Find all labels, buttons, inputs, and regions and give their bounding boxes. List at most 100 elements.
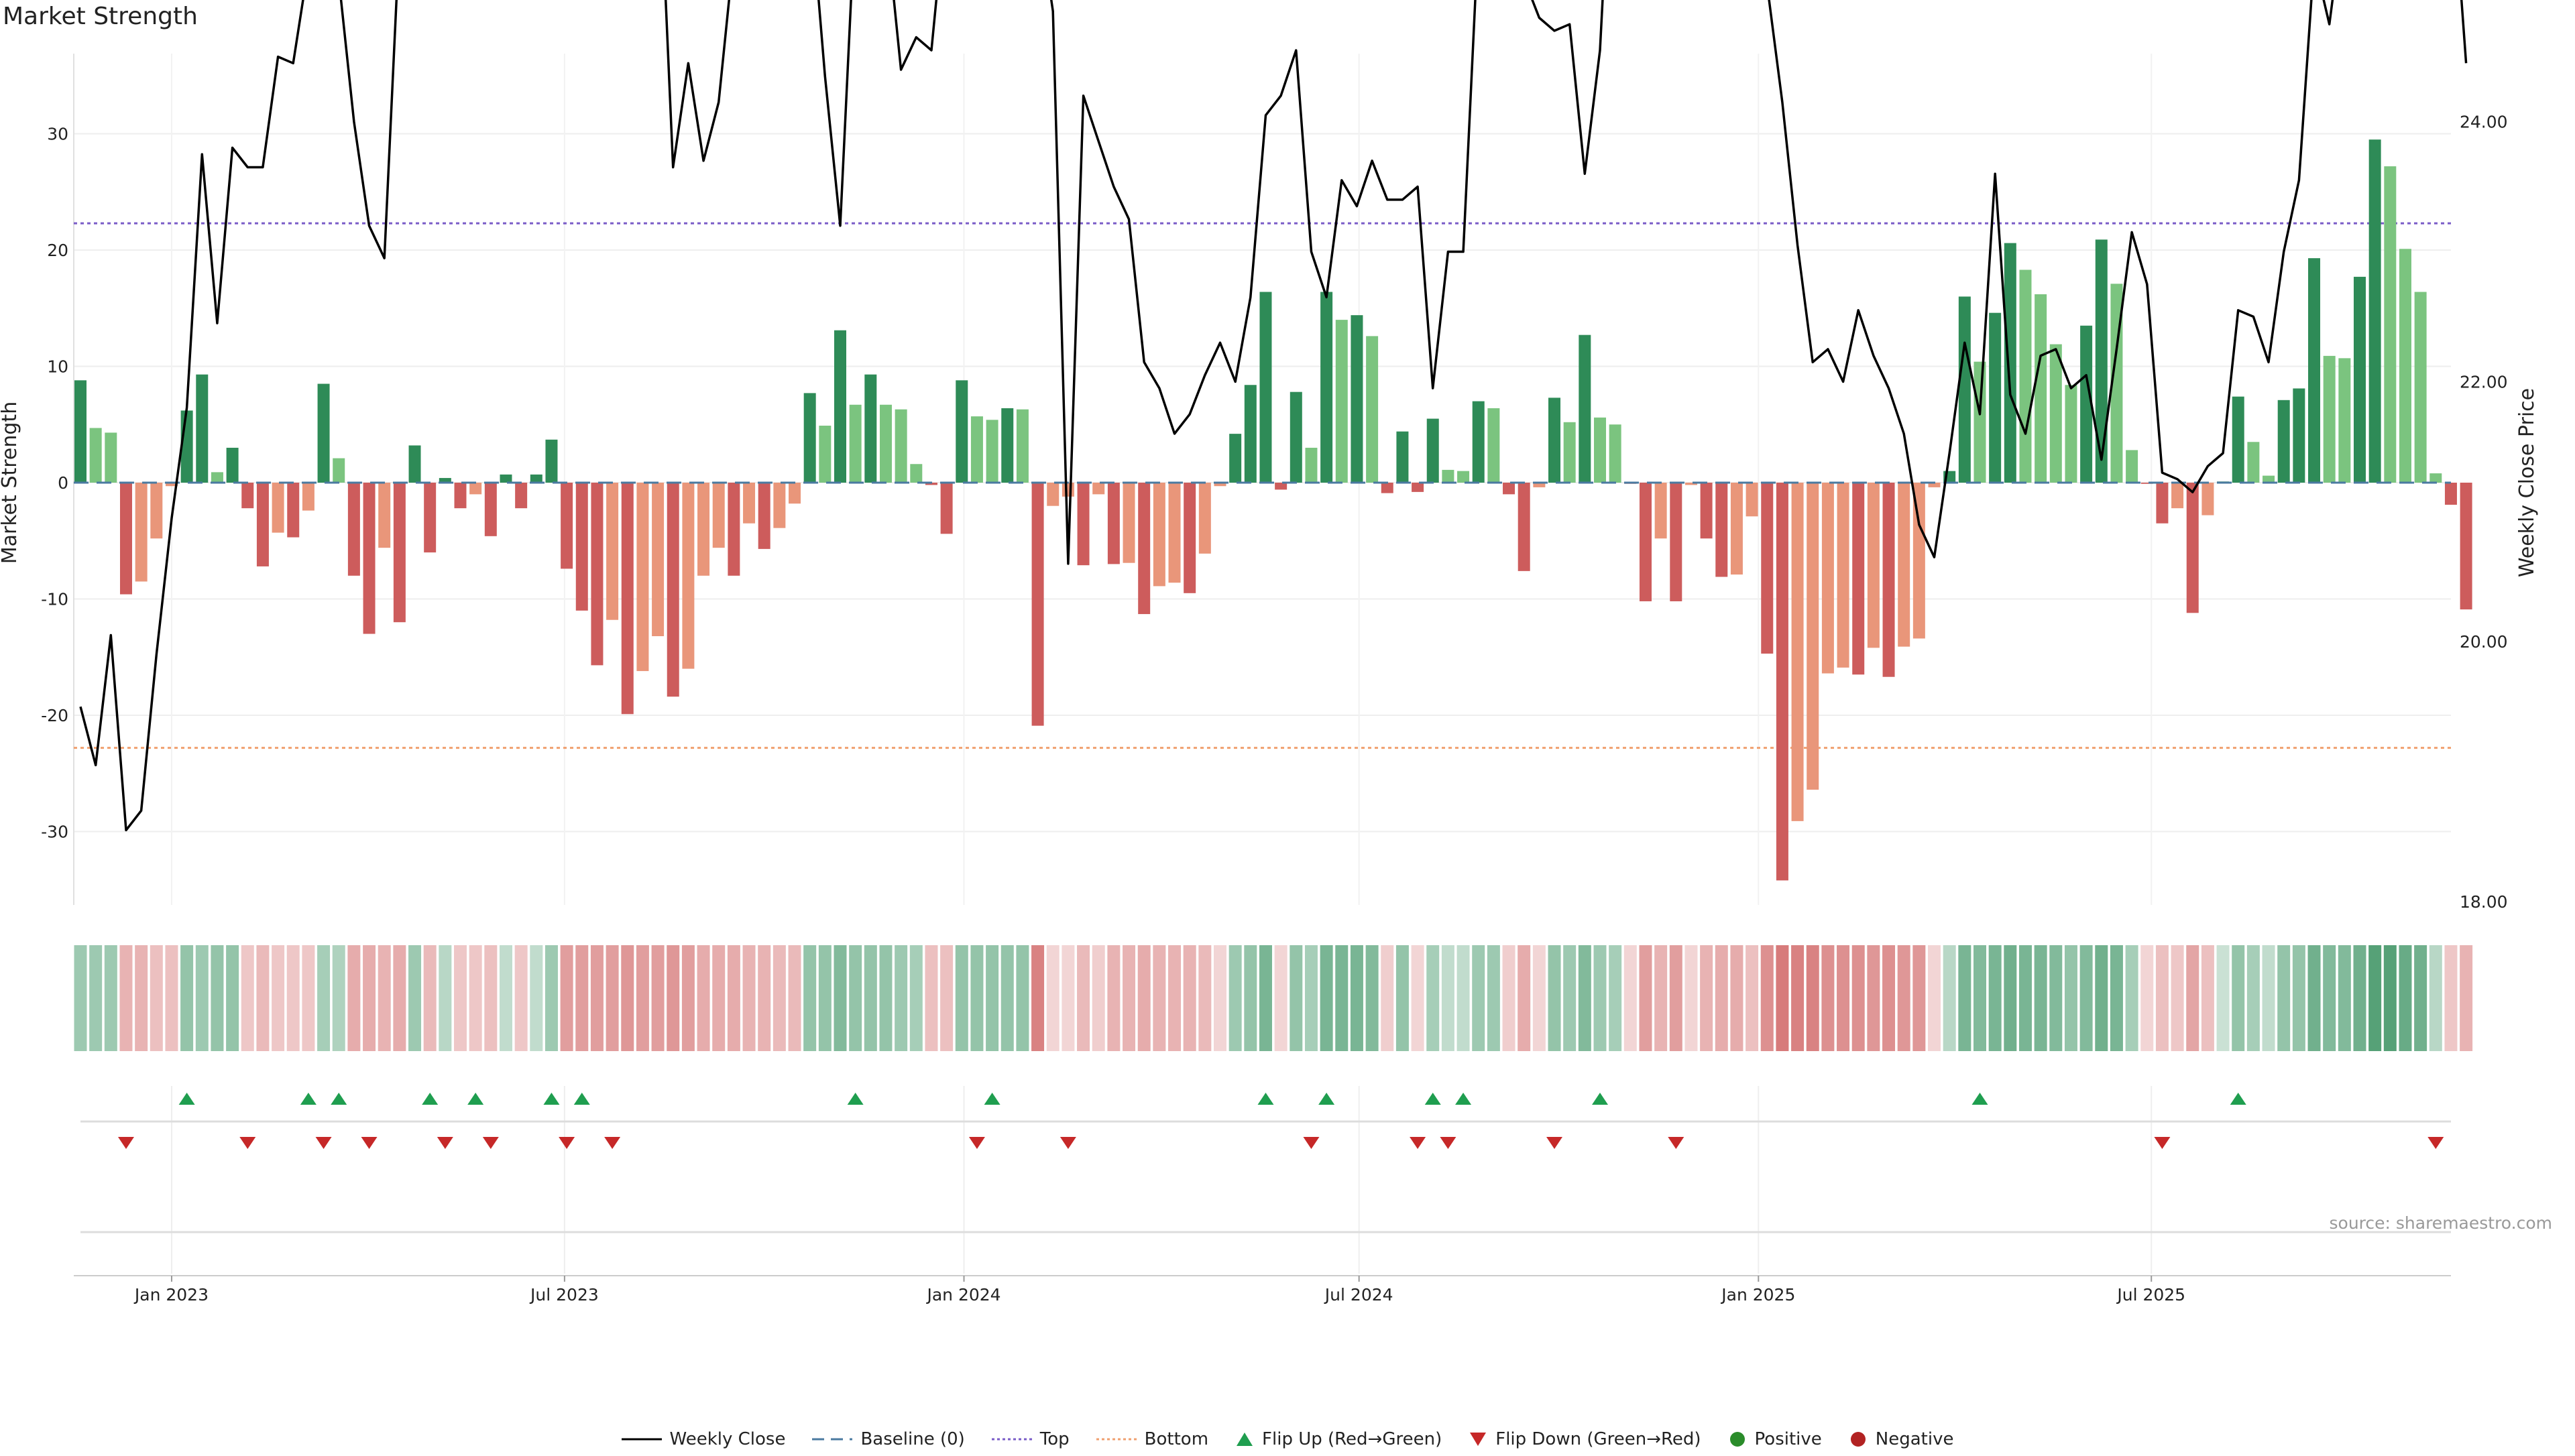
flip-up-marker <box>984 1093 1000 1105</box>
strength-bar <box>773 483 786 528</box>
legend-bottom-label: Bottom <box>1144 1429 1209 1449</box>
flip-down-marker <box>315 1137 332 1149</box>
strength-bar <box>1639 483 1652 601</box>
strength-bar <box>1123 483 1135 563</box>
heat-cell <box>1153 945 1166 1051</box>
heat-cell <box>667 945 680 1051</box>
legend-flip-up: Flip Up (Red→Green) <box>1235 1429 1442 1449</box>
heat-cell <box>742 945 756 1051</box>
strength-bar <box>1442 469 1454 483</box>
strength-bar <box>1426 418 1439 483</box>
heat-cell <box>347 945 361 1051</box>
heat-cell <box>1928 945 1941 1051</box>
strength-bar <box>1016 409 1029 483</box>
strength-bar <box>2080 325 2093 483</box>
strength-bar <box>1138 483 1151 615</box>
legend-line-swatch <box>621 1438 662 1441</box>
strength-bar <box>347 483 360 576</box>
heat-cell <box>2201 945 2214 1051</box>
heat-cell <box>864 945 877 1051</box>
heat-cell <box>484 945 498 1051</box>
y2-tick-label: 24.00 <box>2460 113 2508 132</box>
flip-down-marker <box>117 1137 134 1149</box>
heat-cell <box>1837 945 1850 1051</box>
strength-bar <box>1761 483 1774 654</box>
heat-cell <box>2368 945 2382 1051</box>
heat-cell <box>1715 945 1728 1051</box>
strength-bar <box>1928 483 1941 487</box>
strength-bar <box>591 483 604 666</box>
legend-bottom-swatch <box>1096 1438 1137 1441</box>
flip-up-marker <box>331 1093 347 1105</box>
heat-cell <box>2429 945 2442 1051</box>
strength-bar <box>2277 400 2290 483</box>
heat-cell <box>302 945 315 1051</box>
heat-cell <box>1274 945 1288 1051</box>
heat-cell <box>1244 945 1257 1051</box>
strength-bar <box>2232 396 2244 483</box>
flip-up-marker <box>422 1093 439 1105</box>
strength-bar <box>970 416 983 483</box>
x-tick-label: Jul 2024 <box>1324 1285 1393 1305</box>
strength-bar <box>135 483 148 582</box>
heat-cell <box>879 945 893 1051</box>
heat-cell <box>2064 945 2077 1051</box>
strength-bar <box>1882 483 1895 677</box>
strength-bar <box>1244 385 1257 483</box>
strength-bar <box>500 474 512 483</box>
legend-flip-up-label: Flip Up (Red→Green) <box>1262 1429 1442 1449</box>
heat-cell <box>332 945 345 1051</box>
y-tick-label: 10 <box>47 357 68 377</box>
heat-cell <box>590 945 604 1051</box>
legend-positive: Positive <box>1728 1429 1822 1449</box>
legend-negative-label: Negative <box>1875 1429 1954 1449</box>
heat-cell <box>1532 945 1546 1051</box>
strength-bar <box>1958 296 1971 483</box>
heat-cell <box>818 945 832 1051</box>
heat-cell <box>1062 945 1075 1051</box>
strength-bar <box>864 374 877 483</box>
y2-tick-label: 20.00 <box>2460 632 2508 652</box>
strength-bar <box>956 380 968 483</box>
strength-bar <box>636 483 649 672</box>
heat-cell <box>150 945 163 1051</box>
strength-bar <box>986 420 998 483</box>
heat-cell <box>940 945 954 1051</box>
strength-bar <box>667 483 679 697</box>
strength-bar <box>1837 483 1849 668</box>
y-tick-label: -30 <box>41 823 68 842</box>
heat-cell <box>1381 945 1394 1051</box>
heat-cell <box>1000 945 1014 1051</box>
strength-bar <box>1579 335 1591 483</box>
strength-bar <box>1852 483 1865 675</box>
flip-down-marker <box>1303 1137 1320 1149</box>
strength-bar <box>1229 434 1242 483</box>
strength-bar <box>606 483 619 620</box>
strength-bar <box>1092 483 1105 495</box>
heat-cell <box>1806 945 1819 1051</box>
strength-bar <box>2186 483 2199 613</box>
flip-up-marker <box>467 1093 484 1105</box>
heat-cell <box>1228 945 1242 1051</box>
flip-up-marker <box>2230 1093 2246 1105</box>
heat-cell <box>2460 945 2473 1051</box>
heat-cell <box>2125 945 2138 1051</box>
strength-bar <box>1503 483 1515 495</box>
strength-bar <box>2399 249 2411 483</box>
heat-cell <box>1821 945 1835 1051</box>
heat-cell <box>2171 945 2184 1051</box>
heat-cell <box>180 945 194 1051</box>
heat-cell <box>2049 945 2063 1051</box>
heat-cell <box>651 945 665 1051</box>
flip-down-marker <box>604 1137 621 1149</box>
strength-bar <box>2293 388 2305 483</box>
heat-cell <box>772 945 786 1051</box>
flip-down-marker <box>2427 1137 2444 1149</box>
heat-cell <box>1031 945 1045 1051</box>
strength-bar <box>393 483 406 623</box>
strength-bar <box>1746 483 1758 517</box>
heat-cell <box>104 945 117 1051</box>
heat-cell <box>165 945 178 1051</box>
heat-cell <box>378 945 391 1051</box>
heat-cell <box>2186 945 2199 1051</box>
